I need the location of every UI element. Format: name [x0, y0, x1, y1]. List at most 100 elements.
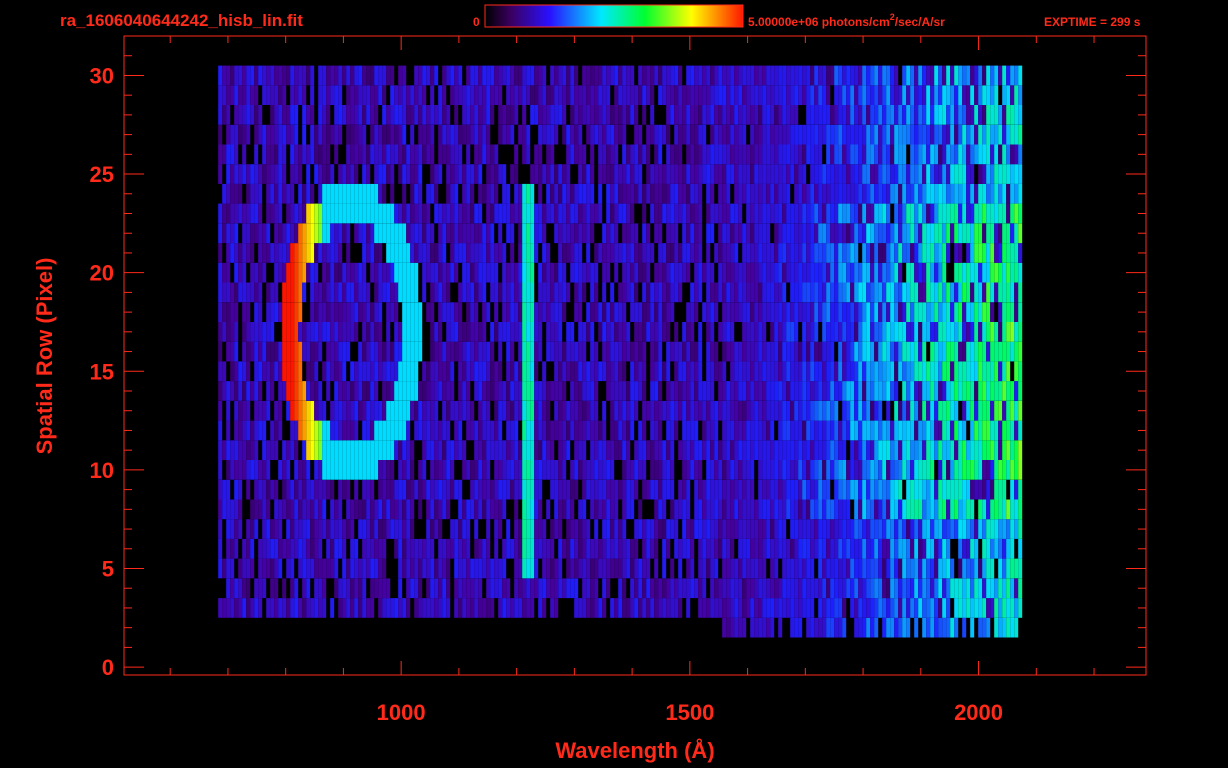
heatmap-cell	[790, 203, 795, 224]
heatmap-cell	[934, 578, 939, 599]
heatmap-cell	[298, 598, 303, 618]
heatmap-cell	[534, 578, 539, 599]
heatmap-cell	[1002, 499, 1007, 520]
heatmap-cell	[314, 499, 319, 520]
heatmap-cell	[810, 479, 815, 500]
heatmap-cell	[926, 262, 931, 283]
heatmap-cell	[562, 499, 567, 520]
heatmap-cell	[530, 420, 535, 441]
heatmap-cell	[222, 85, 227, 105]
heatmap-cell	[570, 105, 575, 125]
heatmap-cell	[554, 85, 559, 105]
heatmap-cell	[426, 479, 431, 500]
heatmap-cell	[562, 124, 567, 145]
heatmap-cell	[334, 262, 339, 283]
heatmap-cell	[310, 183, 315, 204]
heatmap-cell	[662, 183, 667, 204]
heatmap-cell	[430, 262, 435, 283]
heatmap-cell	[766, 479, 771, 500]
heatmap-cell	[466, 538, 471, 559]
heatmap-cell	[598, 440, 603, 460]
heatmap-cell	[814, 578, 819, 599]
heatmap-cell	[818, 105, 823, 125]
heatmap-cell	[686, 479, 691, 500]
heatmap-cell	[926, 499, 931, 520]
heatmap-cell	[550, 381, 555, 401]
heatmap-cell	[1014, 440, 1019, 460]
heatmap-cell	[734, 262, 739, 283]
heatmap-cell	[878, 302, 883, 322]
heatmap-cell	[714, 105, 719, 125]
heatmap-cell	[918, 322, 923, 342]
heatmap-cell	[282, 124, 287, 145]
heatmap-cell	[334, 223, 339, 244]
heatmap-cell	[466, 164, 471, 184]
heatmap-cell	[894, 243, 899, 263]
heatmap-cell	[238, 460, 243, 480]
heatmap-cell	[470, 361, 475, 382]
heatmap-cell	[306, 341, 311, 362]
heatmap-cell	[414, 479, 419, 500]
heatmap-cell	[910, 124, 915, 145]
heatmap-cell	[346, 499, 351, 520]
heatmap-cell	[362, 302, 367, 322]
heatmap-cell	[634, 144, 639, 165]
heatmap-cell	[450, 302, 455, 322]
heatmap-cell	[270, 322, 275, 342]
heatmap-cell	[282, 223, 287, 244]
heatmap-cell	[222, 499, 227, 520]
heatmap-cell	[282, 164, 287, 184]
heatmap-cell	[374, 322, 379, 342]
heatmap-cell	[334, 65, 339, 86]
heatmap-cell	[482, 479, 487, 500]
heatmap-cell	[1006, 262, 1011, 283]
heatmap-cell	[890, 440, 895, 460]
heatmap-cell	[374, 519, 379, 539]
heatmap-cell	[870, 302, 875, 322]
heatmap-cell	[886, 203, 891, 224]
heatmap-cell	[786, 262, 791, 283]
heatmap-cell	[1014, 183, 1019, 204]
heatmap-cell	[914, 479, 919, 500]
heatmap-cell	[986, 341, 991, 362]
heatmap-cell	[706, 460, 711, 480]
heatmap-cell	[918, 578, 923, 599]
heatmap-cell	[614, 203, 619, 224]
heatmap-cell	[986, 361, 991, 382]
heatmap-cell	[670, 400, 675, 421]
heatmap-cell	[354, 282, 359, 303]
heatmap-cell	[858, 361, 863, 382]
heatmap-cell	[226, 440, 231, 460]
heatmap-cell	[466, 341, 471, 362]
heatmap-cell	[934, 183, 939, 204]
heatmap-cell	[674, 243, 679, 263]
heatmap-cell	[970, 302, 975, 322]
heatmap-cell	[414, 144, 419, 165]
heatmap-cell	[766, 538, 771, 559]
heatmap-cell	[654, 420, 659, 441]
heatmap-cell	[274, 499, 279, 520]
heatmap-cell	[726, 85, 731, 105]
heatmap-cell	[806, 440, 811, 460]
heatmap-cell	[806, 519, 811, 539]
heatmap-cell	[586, 361, 591, 382]
heatmap-cell	[718, 164, 723, 184]
heatmap-cell	[514, 499, 519, 520]
heatmap-cell	[318, 341, 323, 362]
heatmap-cell	[670, 460, 675, 480]
heatmap-cell	[554, 183, 559, 204]
heatmap-cell	[894, 440, 899, 460]
heatmap-cell	[886, 105, 891, 125]
heatmap-cell	[550, 578, 555, 599]
heatmap-cell	[962, 282, 967, 303]
heatmap-cell	[398, 243, 403, 263]
heatmap-cell	[430, 499, 435, 520]
heatmap-cell	[634, 124, 639, 145]
heatmap-cell	[670, 341, 675, 362]
heatmap-cell	[490, 341, 495, 362]
heatmap-cell	[226, 341, 231, 362]
heatmap-cell	[674, 578, 679, 599]
heatmap-cell	[258, 105, 263, 125]
heatmap-cell	[450, 341, 455, 362]
heatmap-cell	[694, 420, 699, 441]
